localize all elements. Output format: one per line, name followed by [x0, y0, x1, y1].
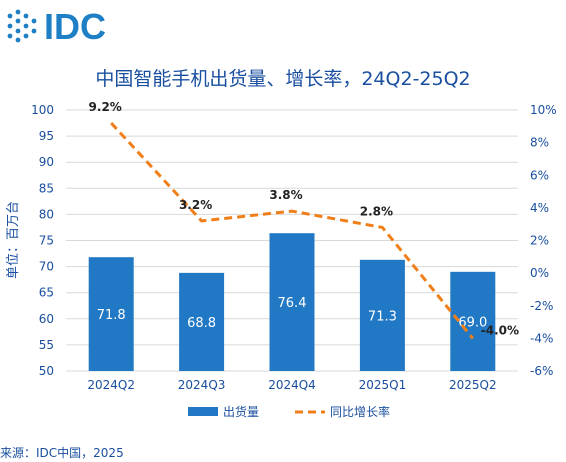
y-axis-label: 单位：百万台 — [6, 201, 21, 279]
logo-dot — [15, 18, 21, 24]
bar — [359, 259, 405, 371]
logo-dot — [7, 33, 13, 39]
bar-series: 71.8 68.8 76.4 71.3 69.0 — [88, 233, 496, 371]
y2-tick-label: 6% — [530, 168, 549, 182]
growth-line — [110, 122, 474, 340]
x-tick-label: 2025Q2 — [449, 378, 497, 392]
source-note: 来源：IDC中国，2025 — [0, 446, 124, 460]
x-tick-label: 2024Q4 — [268, 378, 316, 392]
x-tick-label: 2024Q3 — [178, 378, 226, 392]
x-tick-label: 2025Q1 — [359, 378, 407, 392]
right-axis-ticks: -6% -4% -2% 0% 2% 4% 6% 8% 10% — [530, 103, 557, 378]
logo-dot — [23, 33, 29, 39]
legend-label-growth: 同比增长率 — [330, 404, 390, 419]
y-tick-label: 95 — [39, 129, 54, 143]
y2-tick-label: 0% — [530, 266, 549, 280]
growth-value-label: 3.8% — [269, 188, 302, 202]
y2-tick-label: -6% — [530, 364, 553, 378]
growth-value-label: -4.0% — [481, 323, 519, 337]
y2-tick-label: 2% — [530, 234, 549, 248]
x-axis-ticks: 2024Q2 2024Q3 2024Q4 2025Q1 2025Q2 — [87, 378, 496, 392]
y2-tick-label: 4% — [530, 201, 549, 215]
legend-swatch-shipments — [188, 407, 218, 416]
y-tick-label: 85 — [39, 181, 54, 195]
bar-value-label: 76.4 — [278, 296, 307, 311]
bar — [88, 257, 134, 371]
logo-dot — [15, 28, 21, 34]
growth-value-label: 9.2% — [89, 100, 122, 114]
y-tick-label: 90 — [39, 155, 54, 169]
growth-value-label: 3.2% — [179, 198, 212, 212]
bar-value-label: 68.8 — [187, 316, 216, 331]
growth-line-series: 9.2% 3.2% 3.8% 2.8% -4.0% — [89, 100, 519, 340]
y-tick-label: 65 — [39, 286, 54, 300]
logo-dot — [23, 23, 29, 29]
growth-value-label: 2.8% — [360, 204, 393, 218]
y-tick-label: 80 — [39, 207, 54, 221]
bar — [179, 272, 225, 371]
left-axis-ticks: 50 55 60 65 70 75 80 85 90 95 100 — [31, 103, 54, 378]
legend-label-shipments: 出货量 — [223, 404, 259, 419]
legend: 出货量 同比增长率 — [188, 404, 390, 419]
logo-dot — [31, 18, 37, 24]
y2-tick-label: 8% — [530, 136, 549, 150]
y2-tick-label: -2% — [530, 299, 553, 313]
y-tick-label: 75 — [39, 234, 54, 248]
x-tick-label: 2024Q2 — [87, 378, 135, 392]
bar-value-label: 69.0 — [458, 315, 487, 330]
y2-tick-label: -4% — [530, 331, 553, 345]
y-tick-label: 55 — [39, 338, 54, 352]
logo-dot — [31, 28, 37, 34]
logo-text: IDC — [44, 6, 106, 46]
logo-dot — [7, 13, 13, 19]
logo-dot — [23, 13, 29, 19]
y-tick-label: 60 — [39, 312, 54, 326]
logo-dot — [7, 23, 13, 29]
logo-dots — [7, 9, 37, 43]
chart-title: 中国智能手机出货量、增长率，24Q2-25Q2 — [95, 68, 471, 90]
y-tick-label: 70 — [39, 260, 54, 274]
bar-value-label: 71.3 — [368, 309, 397, 324]
y-tick-label: 50 — [39, 364, 54, 378]
idc-logo: IDC — [7, 6, 106, 46]
y-tick-label: 100 — [31, 103, 54, 117]
y2-tick-label: 10% — [530, 103, 557, 117]
logo-dot — [15, 9, 21, 15]
bar-value-label: 71.8 — [97, 308, 126, 323]
logo-dot — [15, 37, 21, 43]
bar — [269, 233, 315, 371]
